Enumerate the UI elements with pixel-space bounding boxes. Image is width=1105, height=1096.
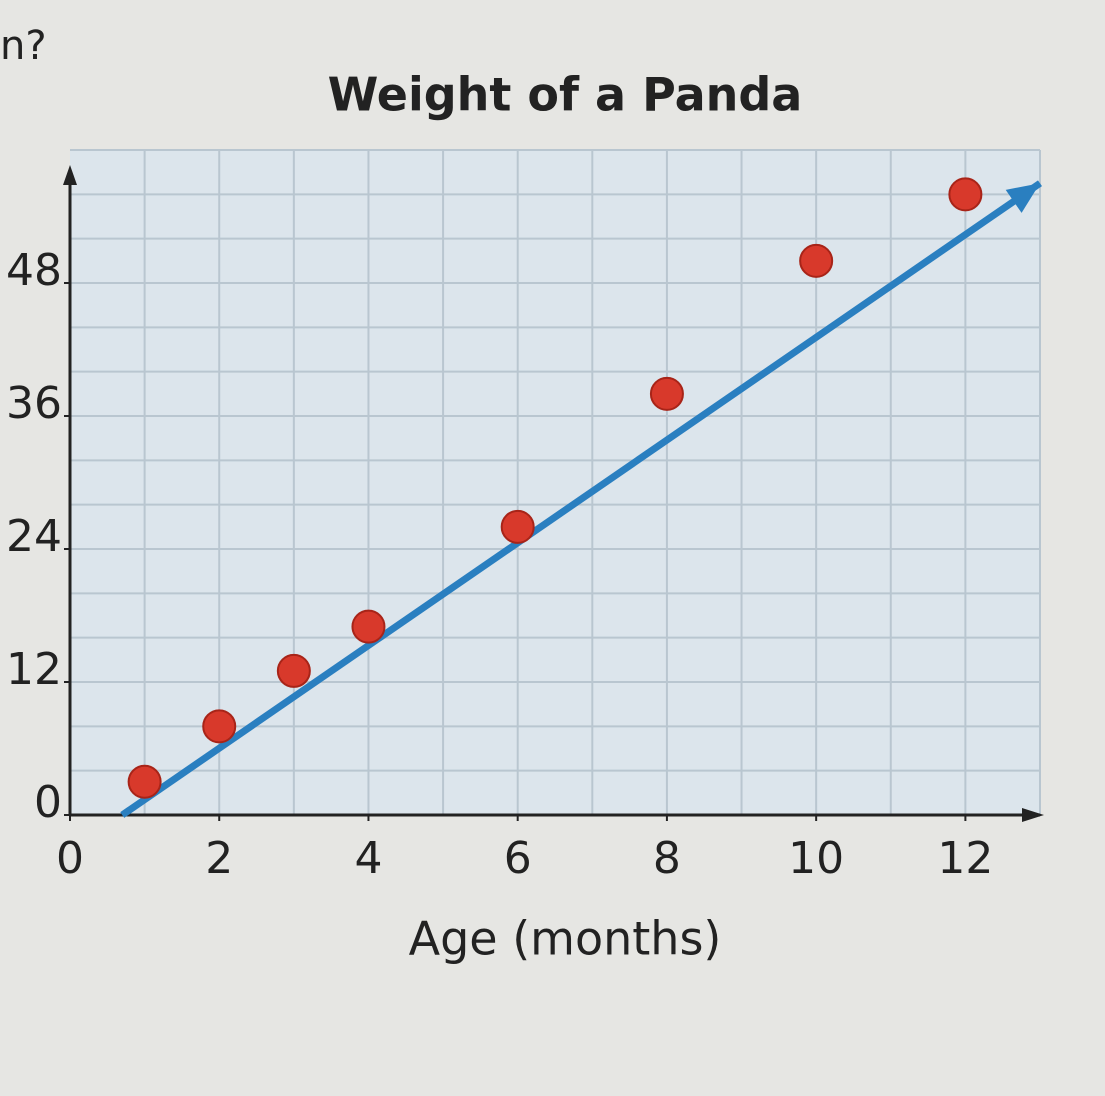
page-fragment: n? xyxy=(0,23,47,69)
trend-arrow xyxy=(1005,183,1040,213)
x-tick-label: 12 xyxy=(937,833,993,884)
data-point xyxy=(276,653,311,688)
data-point xyxy=(351,609,386,644)
data-point xyxy=(649,376,684,411)
x-tick-label: 10 xyxy=(788,833,844,884)
chart-title: Weight of a Panda xyxy=(328,68,803,122)
y-tick-label: 0 xyxy=(34,777,62,828)
x-tick-label: 2 xyxy=(205,833,233,884)
y-tick-label: 36 xyxy=(6,378,62,429)
x-axis-arrow xyxy=(1022,808,1044,822)
data-point xyxy=(127,764,162,799)
x-tick-label: 4 xyxy=(354,833,382,884)
plot-background xyxy=(70,150,1040,815)
data-point xyxy=(500,509,535,544)
x-axis-label: Age (months) xyxy=(409,912,722,966)
trend-line xyxy=(120,180,1042,818)
y-tick-label: 24 xyxy=(6,511,62,562)
y-tick-label: 12 xyxy=(6,644,62,695)
x-tick-label: 0 xyxy=(56,833,84,884)
y-tick-label: 48 xyxy=(6,245,62,296)
x-tick-label: 8 xyxy=(653,833,681,884)
data-point xyxy=(202,709,237,744)
data-point xyxy=(948,177,983,212)
x-tick-label: 6 xyxy=(504,833,532,884)
y-axis-arrow xyxy=(63,165,77,185)
data-point xyxy=(799,243,834,278)
